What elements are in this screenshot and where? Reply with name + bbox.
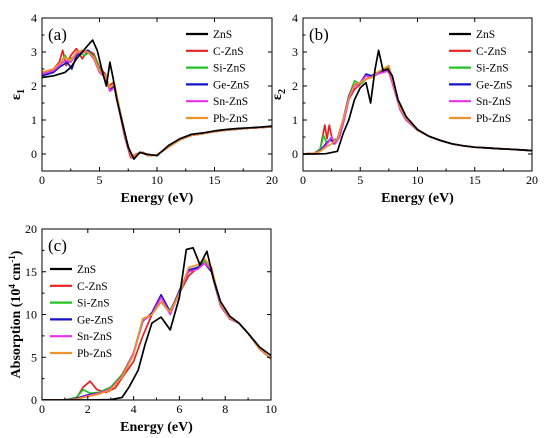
y-tick-label: 4 <box>292 11 298 25</box>
y-axis-title: Absorption (104 cm-1) <box>7 250 24 378</box>
x-tick-label: 15 <box>469 173 481 187</box>
chart-panel-1: 0 5 10 15 20 0 1 2 3 4 Energy (eV) ε1 (a) ZnS C-ZnS Si-… <box>9 11 278 206</box>
legend-label: Pb-ZnS <box>213 113 248 125</box>
legend-label: C-ZnS <box>476 46 507 58</box>
x-tick-label: 0 <box>300 173 306 187</box>
y-axis-title: ε2 <box>270 89 288 100</box>
x-axis-title: Energy (eV) <box>381 191 454 206</box>
x-tick-label: 5 <box>357 173 363 187</box>
x-tick-label: 0 <box>39 173 45 187</box>
legend: ZnS C-ZnS Si-ZnS Ge-ZnS Sn-ZnS Pb-ZnS <box>50 264 113 360</box>
legend-label: Ge-ZnS <box>77 314 113 326</box>
legend-label: Pb-ZnS <box>476 113 511 125</box>
y-tick-label: 3 <box>31 45 37 59</box>
y-tick-label: 0 <box>292 147 298 161</box>
legend-label: C-ZnS <box>77 281 108 293</box>
x-tick-label: 20 <box>526 173 538 187</box>
legend-label: Si-ZnS <box>213 63 246 75</box>
x-tick-label: 15 <box>209 173 221 187</box>
legend-label: Pb-ZnS <box>77 348 112 360</box>
y-tick-label: 1 <box>31 113 37 127</box>
chart-panel-3: 0 2 4 6 8 10 0 5 10 15 20 Energy (eV) Absorption (10… <box>7 222 277 435</box>
x-tick-label: 8 <box>222 402 228 416</box>
x-axis-title: Energy (eV) <box>120 420 193 435</box>
chart-panel-2: 0 5 10 15 20 0 1 2 3 4 Energy (eV) ε2 (b) ZnS C-ZnS Si-… <box>270 11 538 206</box>
y-tick-label: 2 <box>292 79 298 93</box>
x-tick-label: 20 <box>266 173 278 187</box>
x-tick-label: 10 <box>151 173 163 187</box>
legend-label: ZnS <box>213 29 232 41</box>
panel-label: (c) <box>48 236 67 255</box>
legend-label: C-ZnS <box>213 46 244 58</box>
series-line-pb-zns <box>42 258 271 400</box>
y-axis-title: ε1 <box>9 89 27 100</box>
legend-label: Sn-ZnS <box>476 96 511 108</box>
panel-label: (a) <box>48 25 67 44</box>
legend: ZnS C-ZnS Si-ZnS Ge-ZnS Sn-ZnS Pb-ZnS <box>186 29 249 125</box>
x-tick-label: 4 <box>131 402 137 416</box>
y-tick-label: 2 <box>31 79 37 93</box>
x-tick-label: 10 <box>412 173 424 187</box>
x-tick-label: 6 <box>176 402 182 416</box>
panel-label: (b) <box>309 25 329 44</box>
series-line-zns <box>42 39 272 160</box>
x-tick-label: 2 <box>85 402 91 416</box>
legend: ZnS C-ZnS Si-ZnS Ge-ZnS Sn-ZnS Pb-ZnS <box>449 29 512 125</box>
legend-label: Si-ZnS <box>476 63 509 75</box>
series-line-zns <box>42 246 271 400</box>
legend-label: ZnS <box>77 264 96 276</box>
legend-label: Sn-ZnS <box>213 96 248 108</box>
y-tick-label: 15 <box>25 265 37 279</box>
y-tick-label: 0 <box>31 147 37 161</box>
x-tick-label: 10 <box>265 402 277 416</box>
y-tick-label: 1 <box>292 113 298 127</box>
legend-label: Ge-ZnS <box>476 79 512 91</box>
y-tick-label: 20 <box>25 222 37 236</box>
y-tick-label: 10 <box>25 308 37 322</box>
x-tick-label: 5 <box>97 173 103 187</box>
y-tick-label: 0 <box>31 393 37 407</box>
legend-label: Sn-ZnS <box>77 331 112 343</box>
legend-label: ZnS <box>476 29 495 41</box>
y-tick-label: 3 <box>292 45 298 59</box>
y-tick-label: 4 <box>31 11 37 25</box>
x-tick-label: 0 <box>39 402 45 416</box>
legend-label: Si-ZnS <box>77 298 110 310</box>
y-tick-label: 5 <box>31 350 37 364</box>
series-line-zns <box>303 49 532 155</box>
x-axis-title: Energy (eV) <box>121 191 194 206</box>
legend-label: Ge-ZnS <box>213 79 249 91</box>
plot-frame <box>41 17 273 172</box>
